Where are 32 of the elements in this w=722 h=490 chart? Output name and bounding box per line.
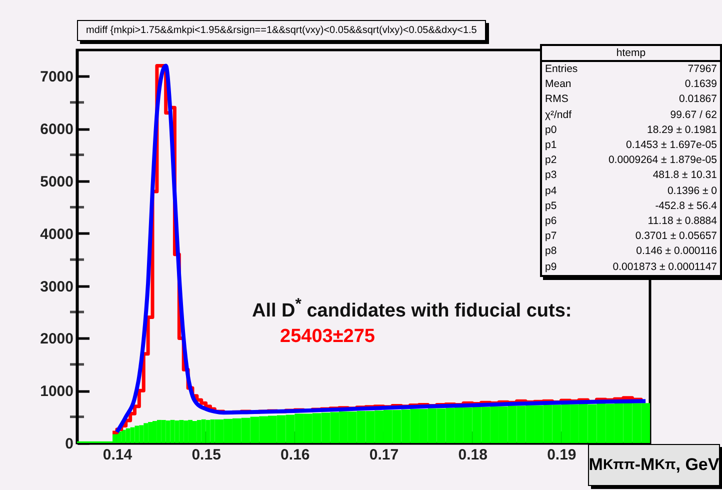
text: Mean 0.1639 — [545, 78, 717, 90]
y-tick-label: 6000 — [40, 121, 74, 138]
text: p7 0.3701 ± 0.05657 — [545, 230, 717, 242]
text: χ²/ndf 99.67 / 62 — [545, 108, 717, 121]
text: p6 11.18 ± 0.8884 — [545, 215, 717, 228]
text: p1 0.1453 ± 1.697e-05 — [545, 139, 717, 152]
y-tick-label: 0 — [65, 436, 74, 452]
y-tick-label: 1000 — [40, 383, 74, 400]
annotation: 25403±275 — [280, 326, 375, 348]
y-tick-label: 5000 — [40, 174, 74, 190]
text: p2 0.0009264 ± 1.879e-05 — [545, 154, 717, 166]
y-tick-label: 3000 — [40, 278, 74, 296]
annotation: All D$^{*}$ candidates with fiducial cuts: — [252, 296, 572, 322]
x-tick-label: 0.18 — [458, 446, 488, 464]
y-tick-label: 2000 — [40, 330, 74, 348]
y-tick-label: 4000 — [40, 226, 74, 243]
x-tick-label: 0.15 — [192, 446, 221, 464]
text: RMS 0.01867 — [545, 93, 717, 106]
text: p5 -452.8 ± 56.4 — [545, 200, 717, 212]
x-tick-label: 0.16 — [280, 446, 310, 464]
x-tick-label: 0.19 — [547, 446, 576, 464]
text: p4 0.1396 ± 0 — [545, 184, 717, 197]
text: Entries 77967 — [545, 63, 717, 75]
text: p3 481.8 ± 10.31 — [545, 169, 717, 182]
annotation: htemp — [542, 46, 720, 62]
x-tick-label: 0.14 — [102, 446, 133, 464]
text: p9 0.001873 ± 0.0001147 — [545, 260, 717, 273]
y-tick-label: 7000 — [40, 68, 74, 86]
text: p0 18.29 ± 0.1981 — [545, 124, 717, 136]
chart-title: mdiff {mkpi>1.75&&mkpi<1.95&&rsign==1&&sqrt(vxy)<0.05&&sqrt(vlxy)<0.05&&dxy<1.5 — [77, 20, 486, 41]
x-tick-label: 0.17 — [369, 446, 399, 464]
text: p8 0.146 ± 0.000116 — [545, 245, 717, 258]
